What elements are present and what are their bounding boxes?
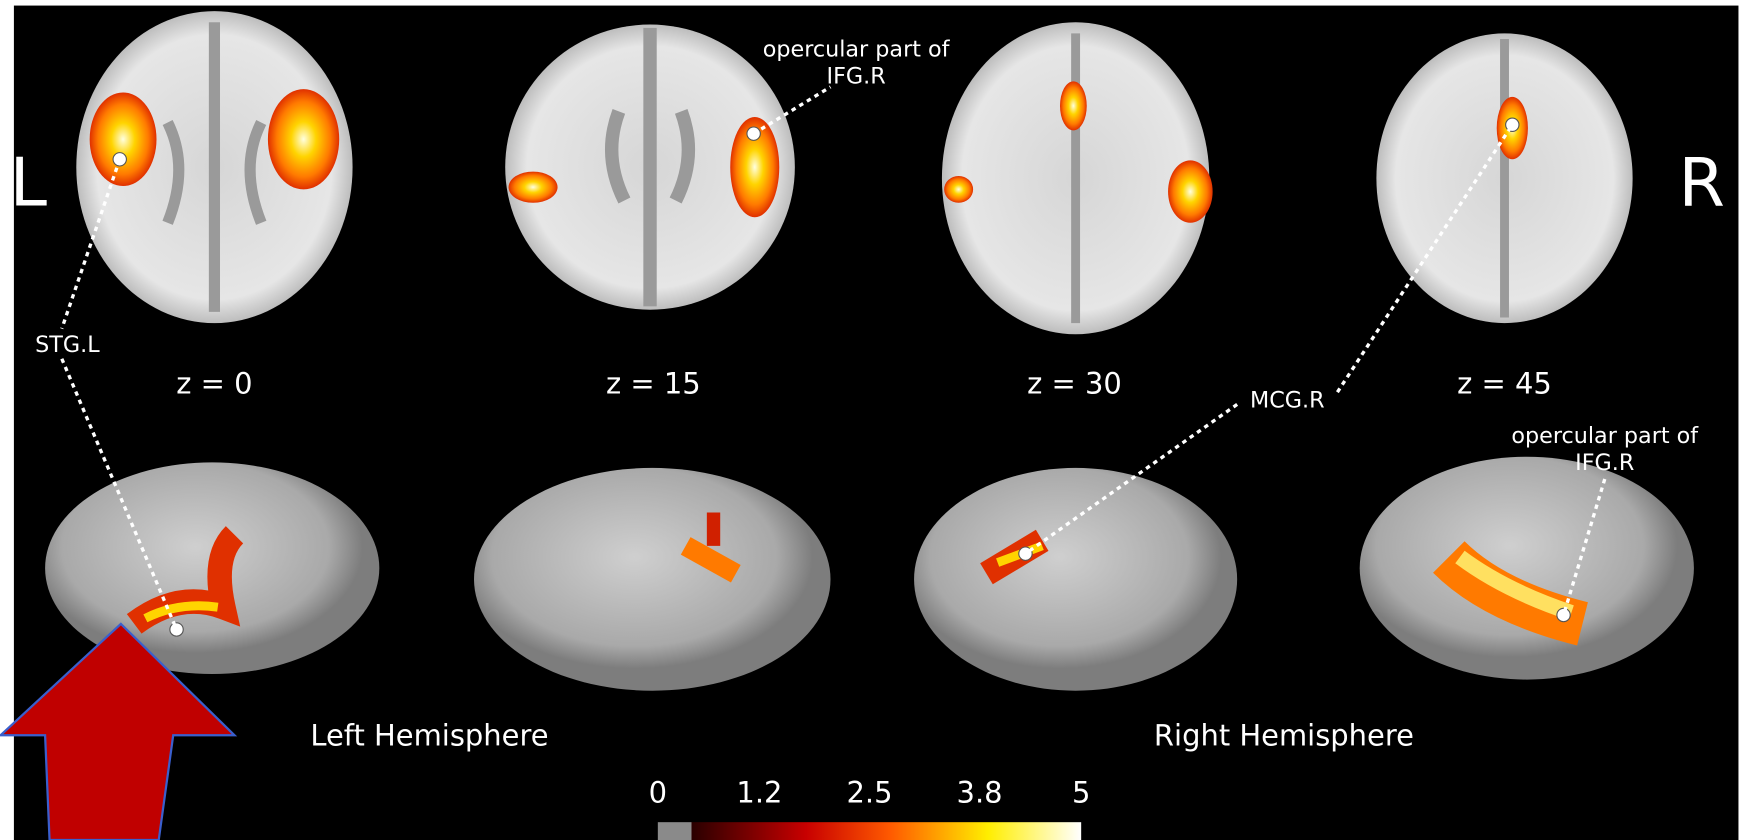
slice-label: z = 30 [1027, 366, 1122, 400]
surface-brain [1360, 457, 1694, 680]
slice-label: z = 15 [606, 366, 701, 400]
figure: L R STG.L opercular part of IFG.R MCG.R … [0, 0, 1739, 840]
side-label: R [1678, 144, 1724, 222]
side-label: L [10, 144, 47, 222]
hemisphere-label: Left Hemisphere [310, 719, 548, 753]
annotation: opercular part of [763, 37, 951, 63]
annotation: MCG.R [1250, 388, 1325, 414]
surface-brain [914, 468, 1237, 691]
annotation: IFG.R [827, 63, 886, 89]
slice-label: z = 45 [1457, 366, 1552, 400]
axial-slice [505, 25, 795, 310]
hemisphere-label: Right Hemisphere [1154, 719, 1414, 753]
annotation: IFG.R [1575, 450, 1634, 476]
axial-slice [76, 11, 352, 323]
colorbar-tick-label: 0 [649, 775, 667, 809]
colorbar-gradient [658, 822, 1081, 840]
annotation: opercular part of [1511, 423, 1699, 449]
surface-brain [45, 462, 379, 674]
colorbar-tick-label: 2.5 [846, 775, 892, 809]
colorbar-tick-label: 3.8 [957, 775, 1003, 809]
surface-brain [474, 468, 830, 691]
annotation: STG.L [35, 332, 100, 358]
colorbar-tick-label: 5 [1072, 775, 1090, 809]
slice-label: z = 0 [176, 366, 252, 400]
colorbar-tick-label: 1.2 [736, 775, 782, 809]
page: L R STG.L opercular part of IFG.R MCG.R … [0, 0, 1739, 840]
axial-slice [1376, 33, 1632, 323]
